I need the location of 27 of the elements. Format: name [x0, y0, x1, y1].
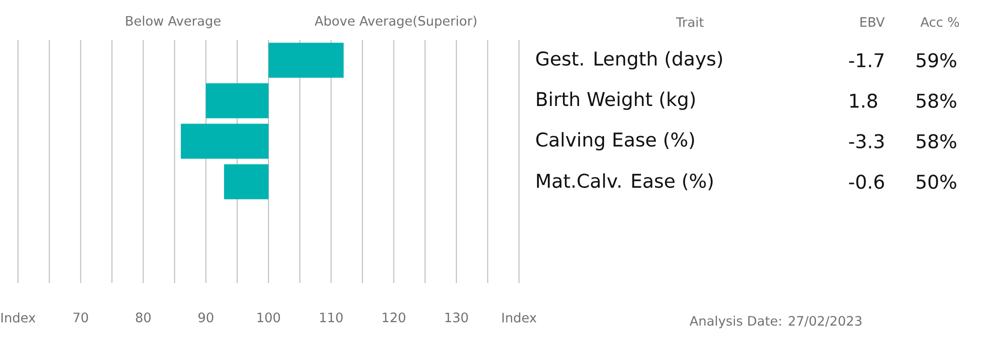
text: 59% [916, 53, 956, 68]
y-tick-label: Mat.Calv. Ease (%) [537, 173, 713, 190]
x-tick-label: Index [1, 312, 36, 323]
text: 50% [916, 174, 956, 189]
x-tick-label: 80 [136, 312, 151, 322]
text: Below Average [126, 16, 220, 28]
text: 58% [916, 134, 956, 148]
x-tick-label: Index [502, 312, 536, 323]
x-tick-label: 90 [198, 312, 214, 322]
text: Analysis Date: 27/02/2023 [690, 316, 862, 328]
text: EBV [860, 17, 885, 27]
y-tick-label: Birth Weight (kg) [537, 92, 695, 110]
text: Trait [676, 16, 704, 28]
x-tick-label: 130 [445, 312, 468, 322]
x-tick-label: 70 [73, 312, 88, 322]
x-tick-label: 120 [382, 312, 406, 322]
x-tick-label: 100 [258, 312, 280, 322]
text: -0.6 [849, 174, 884, 189]
text: Above Average(Superior) [314, 16, 476, 28]
text: 1.8 [850, 94, 878, 108]
text: -1.7 [849, 53, 884, 68]
text: Acc % [920, 17, 959, 27]
x-tick-label: 110 [320, 312, 343, 322]
text: 58% [916, 94, 956, 108]
text: -3.3 [849, 134, 884, 148]
y-tick-label: Calving Ease (%) [536, 132, 694, 150]
y-tick-label: Gest. Length (days) [536, 51, 722, 70]
